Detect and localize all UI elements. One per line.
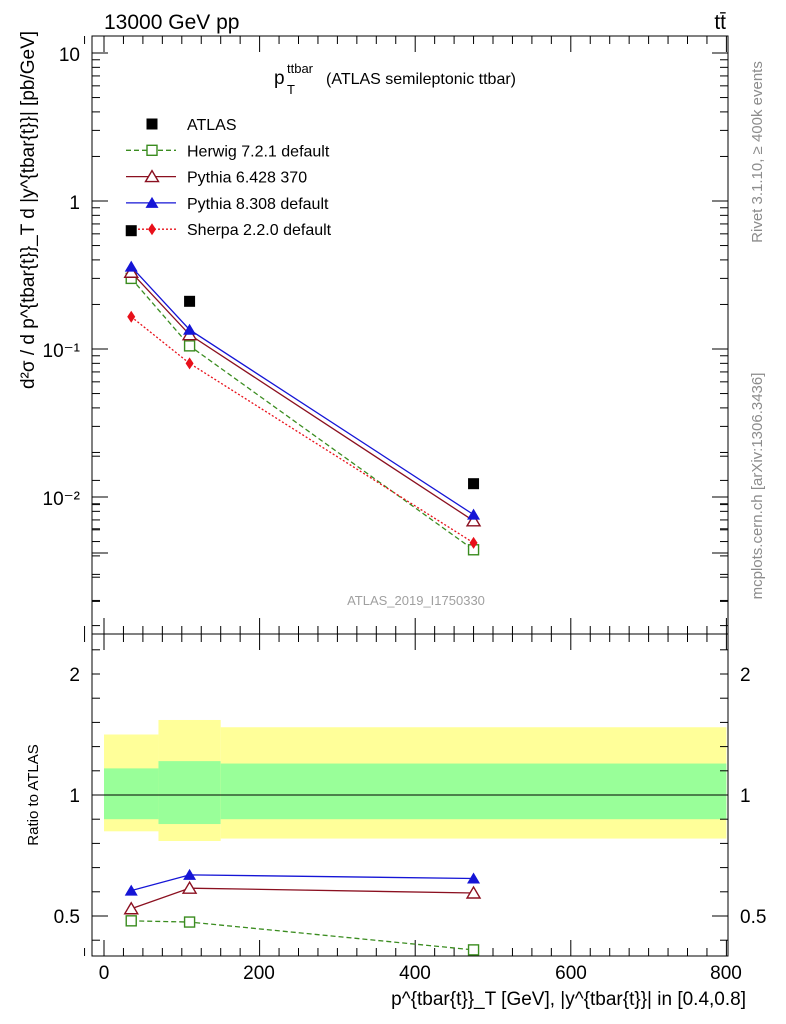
legend-marker-4 bbox=[148, 223, 156, 236]
legend-label-4: Sherpa 2.2.0 default bbox=[187, 222, 332, 239]
ratio-point-0-0 bbox=[125, 915, 137, 927]
ratio-point-1-1 bbox=[181, 880, 198, 894]
xtick-label-400: 400 bbox=[399, 963, 431, 984]
header-right: tt̄ bbox=[714, 11, 726, 34]
title-rest: (ATLAS semileptonic ttbar) bbox=[326, 71, 516, 88]
x-axis-label: p^{tbar{t}}_T [GeV], |y^{tbar{t}}| in [0… bbox=[391, 989, 746, 1010]
title-sub: T bbox=[287, 82, 295, 97]
legend-marker-2 bbox=[144, 169, 160, 183]
main-point-4-1 bbox=[185, 357, 194, 370]
ratio-ytick-right-0.5: 0.5 bbox=[740, 907, 766, 928]
ratio-point-0-2 bbox=[467, 944, 480, 956]
main-point-3-0 bbox=[124, 260, 138, 272]
ratio-y-tick-labels: 0.5 1 2 0.5 1 2 bbox=[54, 665, 767, 928]
ytick-label-0.1: 10⁻¹ bbox=[43, 341, 81, 362]
ratio-y-axis-label: Ratio to ATLAS bbox=[25, 744, 42, 845]
legend-label-1: Herwig 7.2.1 default bbox=[187, 143, 330, 160]
main-x-ticks bbox=[84, 36, 727, 956]
main-series bbox=[123, 225, 482, 556]
ratio-point-1-2 bbox=[465, 885, 482, 899]
main-point-3-2 bbox=[467, 508, 481, 520]
xtick-label-800: 800 bbox=[710, 963, 742, 984]
ytick-label-10: 10 bbox=[59, 45, 80, 66]
legend-marker-0 bbox=[146, 118, 158, 130]
xtick-label-200: 200 bbox=[243, 963, 275, 984]
ratio-point-2-2 bbox=[467, 872, 481, 884]
main-point-0-0 bbox=[125, 225, 137, 237]
main-point-1-1 bbox=[183, 340, 196, 352]
legend-label-3: Pythia 8.308 default bbox=[187, 196, 329, 213]
legend-label-2: Pythia 6.428 370 bbox=[187, 170, 307, 187]
plot-title: p ttbar T (ATLAS semileptonic ttbar) bbox=[274, 61, 516, 97]
xtick-label-0: 0 bbox=[99, 963, 110, 984]
ratio-line-2 bbox=[131, 874, 474, 892]
main-y-tick-labels: 10 1 10⁻¹ 10⁻² bbox=[43, 45, 81, 510]
ratio-series bbox=[123, 868, 482, 956]
title-sup: ttbar bbox=[287, 61, 314, 76]
ratio-line-1 bbox=[131, 887, 474, 910]
ratio-point-2-1 bbox=[183, 868, 197, 880]
legend-marker-3 bbox=[145, 196, 159, 208]
ratio-line-0 bbox=[131, 920, 474, 951]
legend: ATLAS Herwig 7.2.1 default Pythia 6.428 37… bbox=[126, 117, 332, 239]
xtick-label-600: 600 bbox=[555, 963, 587, 984]
band-inner-1 bbox=[158, 761, 221, 825]
main-point-2-2 bbox=[465, 513, 482, 527]
main-line-3 bbox=[130, 266, 474, 516]
ratio-point-0-1 bbox=[183, 916, 196, 928]
band-inner-0 bbox=[104, 768, 159, 820]
band-inner-2 bbox=[220, 763, 727, 820]
ratio-ticks bbox=[92, 455, 728, 941]
legend-label-0: ATLAS bbox=[187, 117, 237, 134]
ratio-ytick-1: 1 bbox=[69, 786, 80, 807]
ratio-ytick-right-2: 2 bbox=[740, 665, 751, 686]
mcplots-label: mcplots.cern.ch [arXiv:1306.3436] bbox=[749, 373, 766, 600]
main-point-4-2 bbox=[469, 536, 478, 549]
ratio-uncertainty-bands bbox=[92, 719, 728, 841]
ytick-label-0.01: 10⁻² bbox=[43, 489, 81, 510]
x-tick-labels: 0 200 400 600 800 bbox=[99, 963, 742, 984]
ratio-ytick-0.5: 0.5 bbox=[54, 907, 80, 928]
main-line-1 bbox=[130, 277, 474, 551]
ratio-point-2-0 bbox=[124, 884, 138, 896]
main-point-4-0 bbox=[127, 310, 136, 323]
analysis-watermark: ATLAS_2019_I1750330 bbox=[347, 593, 485, 608]
ratio-point-1-0 bbox=[123, 901, 139, 915]
main-point-3-1 bbox=[183, 323, 197, 335]
rivet-label: Rivet 3.1.10, ≥ 400k events bbox=[749, 61, 766, 243]
header-left: 13000 GeV pp bbox=[104, 11, 239, 34]
main-y-axis-label: d²σ / d p^{tbar{t}}_T d |y^{tbar{t}}| [p… bbox=[18, 31, 39, 389]
main-line-4 bbox=[130, 316, 474, 544]
ratio-ytick-2: 2 bbox=[69, 665, 80, 686]
main-line-2 bbox=[130, 271, 474, 522]
title-main: p bbox=[274, 68, 285, 89]
main-y-ticks bbox=[92, 52, 728, 601]
legend-marker-1 bbox=[146, 144, 158, 157]
ratio-ytick-right-1: 1 bbox=[740, 786, 751, 807]
main-point-2-0 bbox=[123, 264, 139, 278]
ytick-label-1: 1 bbox=[69, 193, 80, 214]
main-point-0-1 bbox=[184, 295, 196, 307]
main-point-0-2 bbox=[468, 478, 480, 490]
